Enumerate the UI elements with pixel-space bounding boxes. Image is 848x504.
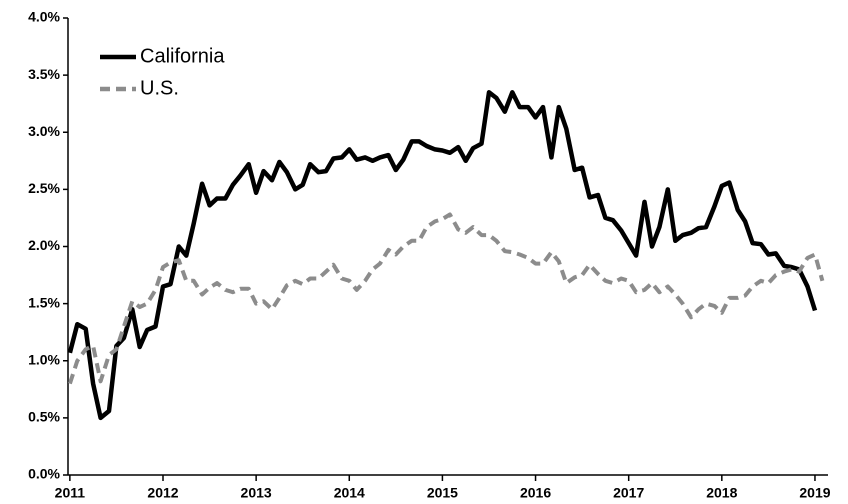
legend-label: California xyxy=(140,45,225,67)
x-tick-label: 2013 xyxy=(241,485,272,501)
x-tick-label: 2011 xyxy=(55,485,86,501)
x-tick-label: 2016 xyxy=(520,485,551,501)
series-line xyxy=(67,90,818,421)
legend-label: U.S. xyxy=(140,77,179,99)
x-tick-label: 2014 xyxy=(334,485,365,501)
y-tick-label: 2.5% xyxy=(28,180,60,196)
series-line xyxy=(67,212,825,385)
y-tick-label: 2.0% xyxy=(28,237,60,253)
y-tick-label: 1.5% xyxy=(28,294,60,310)
x-tick-label: 2012 xyxy=(147,485,178,501)
y-tick-label: 3.5% xyxy=(28,66,60,82)
x-tick-label: 2015 xyxy=(427,485,458,501)
x-tick-label: 2018 xyxy=(706,485,737,501)
y-tick-label: 0.0% xyxy=(28,466,60,482)
y-tick-label: 4.0% xyxy=(28,9,60,25)
x-tick-label: 2019 xyxy=(799,485,830,501)
y-tick-label: 0.5% xyxy=(28,409,60,425)
x-tick-label: 2017 xyxy=(613,485,644,501)
y-tick-label: 1.0% xyxy=(28,351,60,367)
y-tick-label: 3.0% xyxy=(28,123,60,139)
